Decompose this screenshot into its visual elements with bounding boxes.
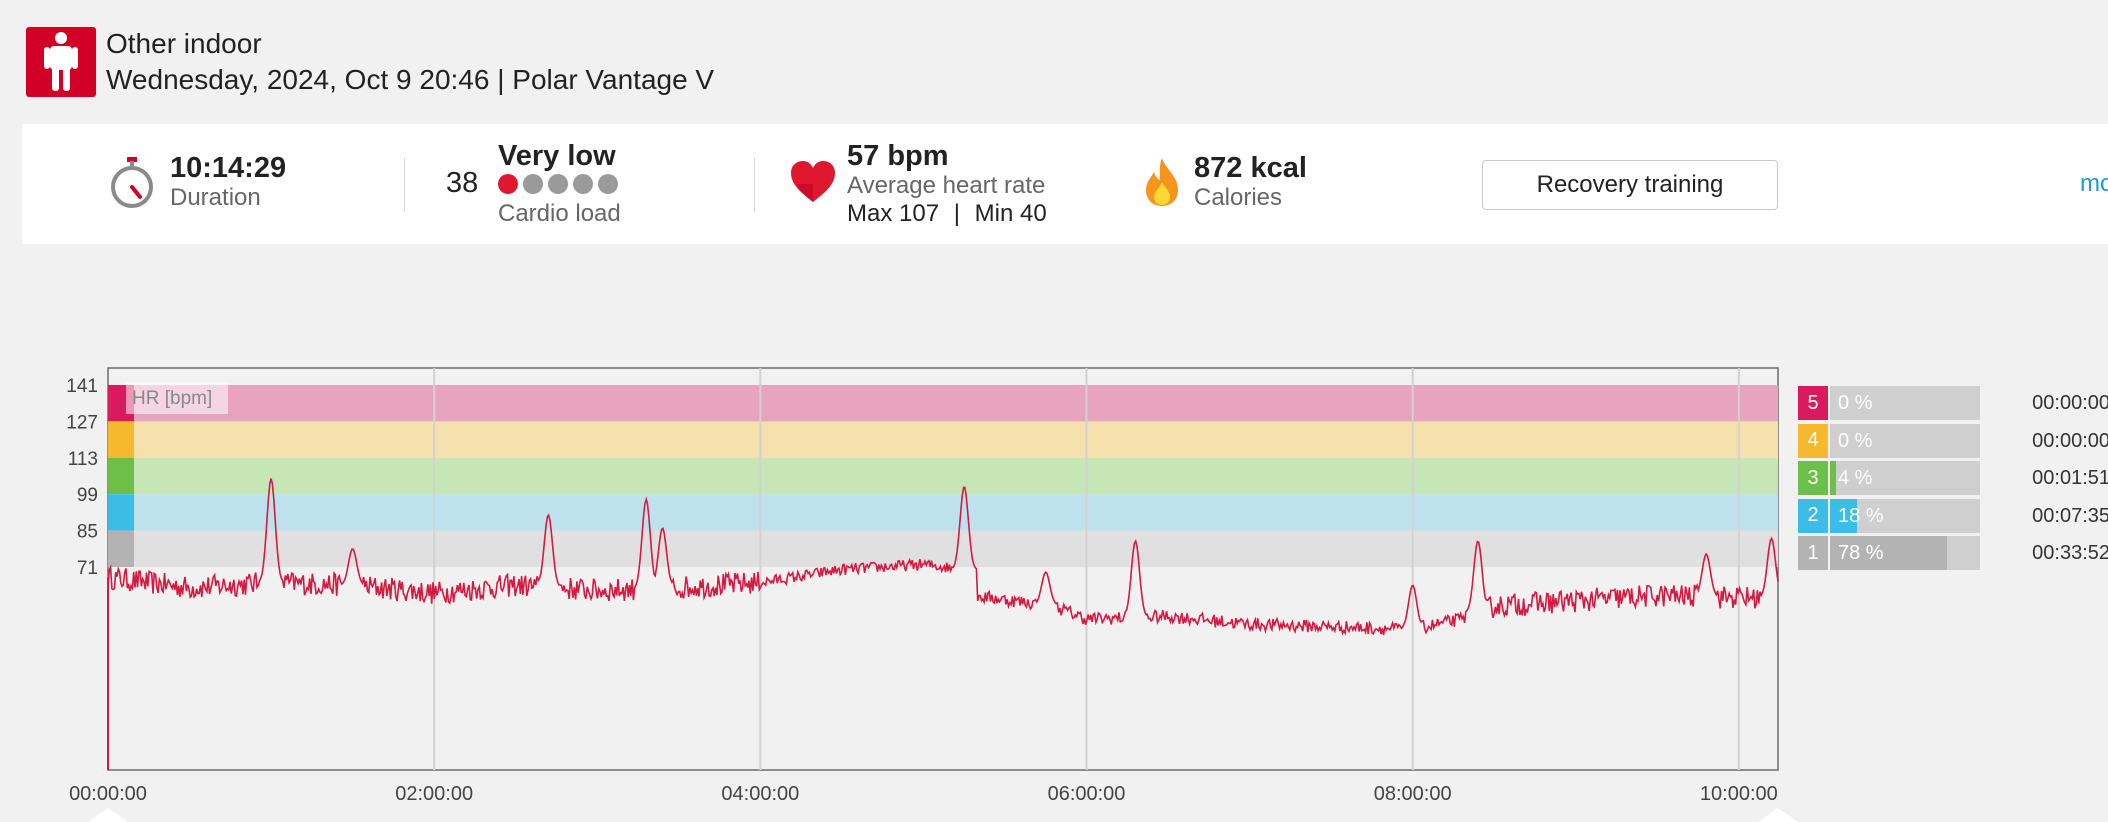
- duration-label: Duration: [170, 184, 261, 211]
- zone-percent: 0 %: [1838, 392, 1873, 414]
- more-link[interactable]: mo: [2080, 170, 2108, 197]
- hr-zone-band-3: [108, 457, 1778, 495]
- zone-bar: 0 %: [1830, 423, 1980, 458]
- hr-separator: |: [953, 200, 960, 227]
- y-tick-label: 141: [66, 376, 98, 397]
- x-tick-label: 10:00:00: [1700, 783, 1778, 805]
- x-tick-label: 02:00:00: [395, 783, 473, 805]
- heart-rate-chart[interactable]: 00:00:00 02:00:00 04:00:00 06:00:00 08:00:00…: [0, 360, 1790, 822]
- cardio-dot-3: [548, 174, 568, 194]
- flame-icon: [1146, 158, 1178, 206]
- stopwatch-icon: [111, 157, 153, 208]
- divider: [754, 158, 755, 212]
- range-handle-right[interactable]: [1758, 808, 1798, 822]
- cardio-dot-1: [498, 174, 518, 194]
- hr-zone-band-5: [108, 385, 1778, 422]
- zone-time: 00:33:52: [2032, 542, 2108, 564]
- x-tick-label: 08:00:00: [1374, 783, 1452, 805]
- series-label-bg: [126, 382, 228, 414]
- cardio-load-dots: [498, 174, 623, 200]
- zone-bar: 0 %: [1830, 386, 1980, 420]
- hr-zone-marker-2: [108, 494, 134, 531]
- calories-value: 872 kcal: [1194, 152, 1307, 184]
- cardio-load-value: 38: [446, 167, 479, 199]
- zone-percent: 0 %: [1838, 429, 1873, 452]
- zone-time: 00:00:00: [2032, 392, 2108, 414]
- hr-zone-marker-1: [108, 530, 134, 567]
- zone-percent: 18 %: [1838, 504, 1884, 527]
- zone-bar-fill: [1830, 461, 1836, 495]
- hr-zone-marker-4: [108, 421, 134, 458]
- workout-title: Other indoor: [106, 28, 262, 59]
- heart-rate-line: [107, 478, 1779, 636]
- workout-header: Other indoor Wednesday, 2024, Oct 9 20:4…: [26, 26, 714, 98]
- y-tick-label: 99: [77, 485, 98, 506]
- y-tick-label: 71: [77, 558, 98, 579]
- zone-time: 00:07:35: [2032, 504, 2108, 527]
- zone-time: 00:00:00: [2032, 429, 2108, 452]
- cardio-dot-2: [523, 174, 543, 194]
- zone-number: 5: [1798, 386, 1828, 420]
- hr-zone-marker-3: [108, 457, 134, 495]
- zone-percent: 4 %: [1838, 467, 1873, 489]
- duration-value: 10:14:29: [170, 152, 287, 184]
- y-tick-label: 113: [68, 449, 98, 470]
- heart-icon: [791, 161, 835, 202]
- avg-hr-value: 57 bpm: [847, 140, 949, 172]
- x-tick-label: 00:00:00: [69, 783, 147, 805]
- zone-number: 4: [1798, 423, 1828, 458]
- y-tick-label: 85: [77, 522, 98, 543]
- series-label: HR [bpm]: [132, 388, 212, 409]
- min-hr: Min 40: [974, 200, 1047, 227]
- recovery-training-button[interactable]: Recovery training: [1482, 160, 1778, 210]
- hr-zone-band-2: [108, 494, 1778, 531]
- zone-bar: 78 %: [1830, 536, 1980, 570]
- calories-label: Calories: [1194, 184, 1283, 211]
- range-handle-left[interactable]: [88, 808, 128, 822]
- zone-number: 2: [1798, 498, 1828, 533]
- cardio-load-level: Very low: [498, 140, 616, 172]
- summary-bar: 10:14:29 Duration 38 Very low Cardio loa…: [22, 124, 2108, 244]
- zone-time: 00:01:51: [2032, 467, 2108, 489]
- zone-bar-fill: [1830, 498, 1857, 533]
- cardio-dot-4: [573, 174, 593, 194]
- x-tick-label: 06:00:00: [1048, 783, 1126, 805]
- y-tick-label: 127: [66, 412, 98, 433]
- zone-bar: 18 %: [1830, 498, 1980, 533]
- zone-bar-fill: [1830, 536, 1947, 570]
- zone-bar: 4 %: [1830, 461, 1980, 495]
- x-tick-label: 04:00:00: [721, 783, 799, 805]
- cardio-load-label: Cardio load: [498, 200, 621, 227]
- person-standing-icon: [26, 27, 96, 97]
- cardio-dot-5: [598, 174, 618, 194]
- divider: [404, 158, 405, 212]
- hr-zone-band-4: [108, 421, 1778, 458]
- zone-number: 1: [1798, 536, 1828, 570]
- workout-subtitle: Wednesday, 2024, Oct 9 20:46 | Polar Van…: [106, 64, 715, 95]
- zone-number: 3: [1798, 461, 1828, 495]
- max-hr: Max 107: [847, 200, 940, 227]
- avg-hr-label: Average heart rate: [847, 172, 1046, 199]
- zone-percent: 78 %: [1838, 542, 1884, 564]
- hr-zone-band-1: [108, 530, 1778, 567]
